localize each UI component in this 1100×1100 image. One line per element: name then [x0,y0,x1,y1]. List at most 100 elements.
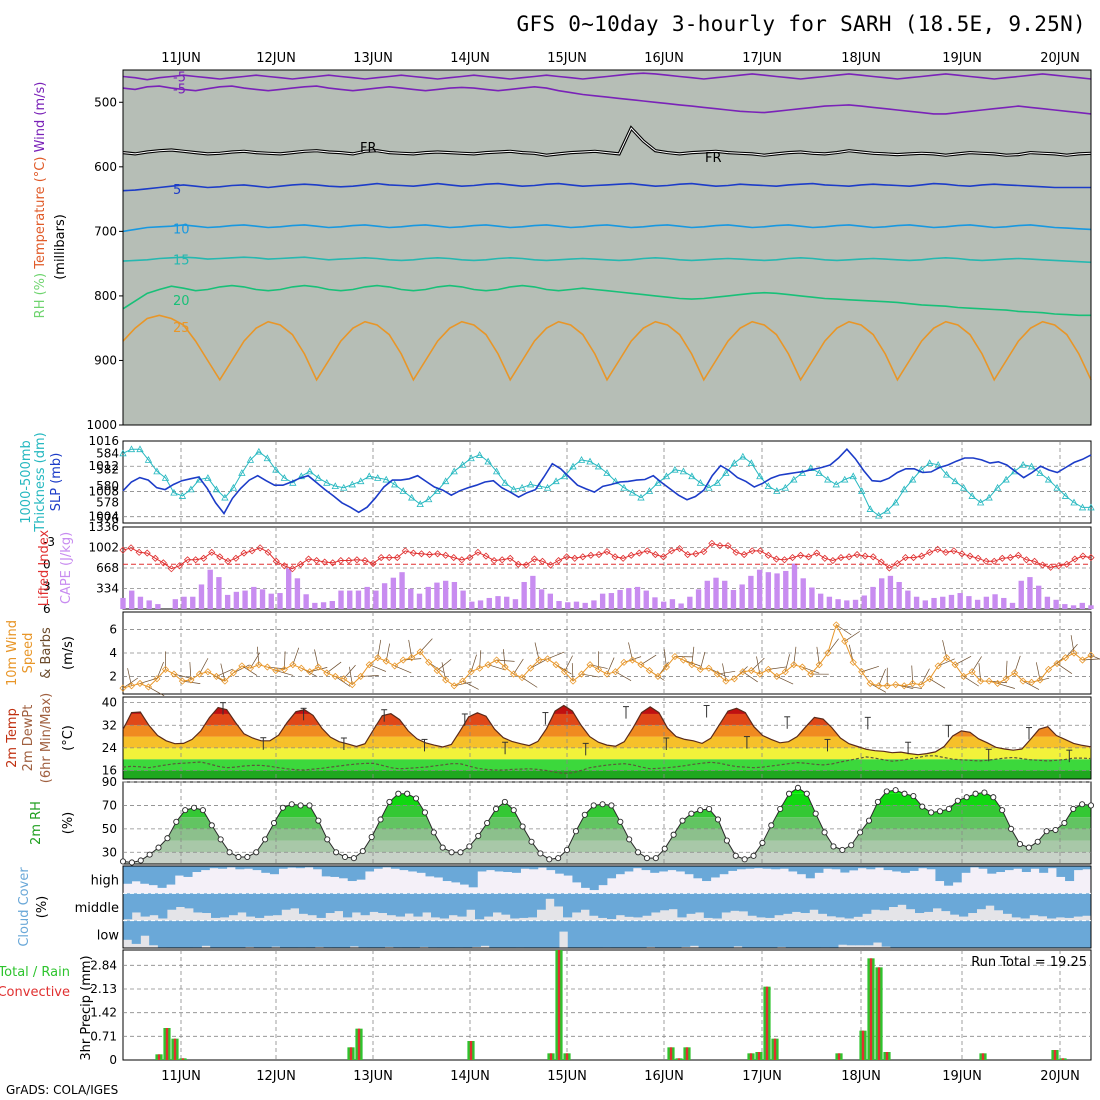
cloud-middle-bar [483,893,493,917]
cloud-middle-bar [1011,893,1021,918]
rh-series-point [608,802,615,809]
wind-speed-series-point [1070,649,1078,657]
wind-speed-series-point [178,677,187,685]
cloud-low-bar [611,920,621,948]
cloud-low-bar [515,920,525,948]
cloud-middle-bar [519,893,529,918]
precip-tick-label: 2.84 [90,958,117,972]
cloud-high-bar [321,866,331,877]
lifted-index-series-point [909,553,918,562]
cloud-middle-bar [202,893,212,914]
lifted-index-series-point [345,556,353,565]
cloud-middle-bar [387,893,397,916]
p1-variable-label-part: RH (%) [33,269,48,319]
rh-series-point [1043,828,1050,835]
cloud-middle-bar [985,893,995,906]
cloud-high-bar [174,866,184,876]
rh-series-point [333,849,340,856]
rh-series-point [439,844,446,851]
cloud-middle-bar [959,893,969,917]
cloud-low-bar [131,920,141,944]
cape-bar [207,569,213,609]
cape-bar [826,596,833,609]
wind-barb [173,673,192,679]
cloud-low-bar [506,920,516,948]
cloud-low-bar [314,920,324,947]
cloud-middle-bar [721,893,731,913]
precip-convective-bar [757,1052,761,1060]
pressure-tick-label: 900 [94,353,117,367]
cloud-high-bar [520,866,530,869]
cape-bar [617,589,623,609]
cloud-high-bar [304,866,314,868]
lifted-index-series-point [587,551,595,559]
cloud-high-bar [797,866,807,875]
wind-barb [954,656,972,666]
p5-label-c: (6hr Min/Max) [39,693,54,783]
lifted-index-series-point [272,557,280,565]
wind-speed-series-point [323,669,331,677]
cloud-low-bar [454,920,464,948]
cloud-high-bar [676,866,686,872]
thickness-series-point [306,467,314,475]
slp-series [122,448,1092,515]
cape-bar [251,586,257,609]
thickness-series-point [569,462,577,470]
p3-label-b: CAPE (J/kg) [59,532,74,604]
wind-speed-series-point [620,658,628,666]
cloud-low-bar [872,920,883,943]
p3-label-a: Lifted Index [37,529,52,606]
lifted-index-series-point [934,545,942,553]
lifted-index-series-point [546,561,555,569]
date-label-bottom: 17JUN [742,1069,782,1084]
wind-speed-series-point [1044,665,1053,673]
precip-tick-label: 2.13 [90,982,117,996]
cape-bar [538,589,545,609]
wind-speed-series-point [1019,677,1027,685]
precip-convective-bar [861,1030,865,1060]
cape-bar [756,569,763,609]
cloud-middle-bar [281,893,291,910]
rh-series-point [1008,825,1015,832]
thickness-series-point [620,483,628,491]
cape-bar [652,597,658,609]
lifted-index-series-point [167,565,175,573]
cape-bar [974,599,981,609]
cape-bar [286,568,292,609]
rh-series-point [528,838,535,845]
wind-speed-series-point [340,675,348,683]
cloud-high-bar [218,866,228,869]
thickness-series-point [475,451,484,458]
cape-tick-label: 1002 [88,541,119,555]
cloud-low-bar [768,920,778,948]
precip-convective-bar [749,1053,753,1060]
lifted-index-series-point [240,549,248,557]
wind-speed-series-point [594,665,603,673]
cloud-low-bar [445,920,455,948]
cloud-high-bar [200,866,210,871]
rh-band [123,852,1091,864]
lifted-index-series-point [490,556,498,565]
wind-barb [640,654,657,666]
contour-label: -5 [173,82,186,97]
rh-series-point [581,811,588,818]
cloud-low-bar [192,920,202,948]
rh-series-point [137,857,144,864]
thickness-series-point [1053,483,1061,491]
wind-speed-series-point [425,658,433,666]
p7-frame [122,865,1092,949]
wind-speed-series-point [1011,669,1019,677]
rh-series-point [697,807,704,814]
cloud-middle-bar [131,893,141,913]
wind-speed-series-point [476,664,484,672]
wind-speed-series-point [934,662,942,670]
thickness-series-point [594,462,603,470]
cape-bar [399,572,405,609]
rh-series-point [1087,802,1095,809]
lifted-index-series-point [482,552,490,560]
cloud-high-bar [693,866,703,879]
cape-bar [748,575,754,609]
lifted-index-series-point [772,555,780,563]
cloud-low-bar [149,920,159,946]
cape-bar [608,593,615,609]
